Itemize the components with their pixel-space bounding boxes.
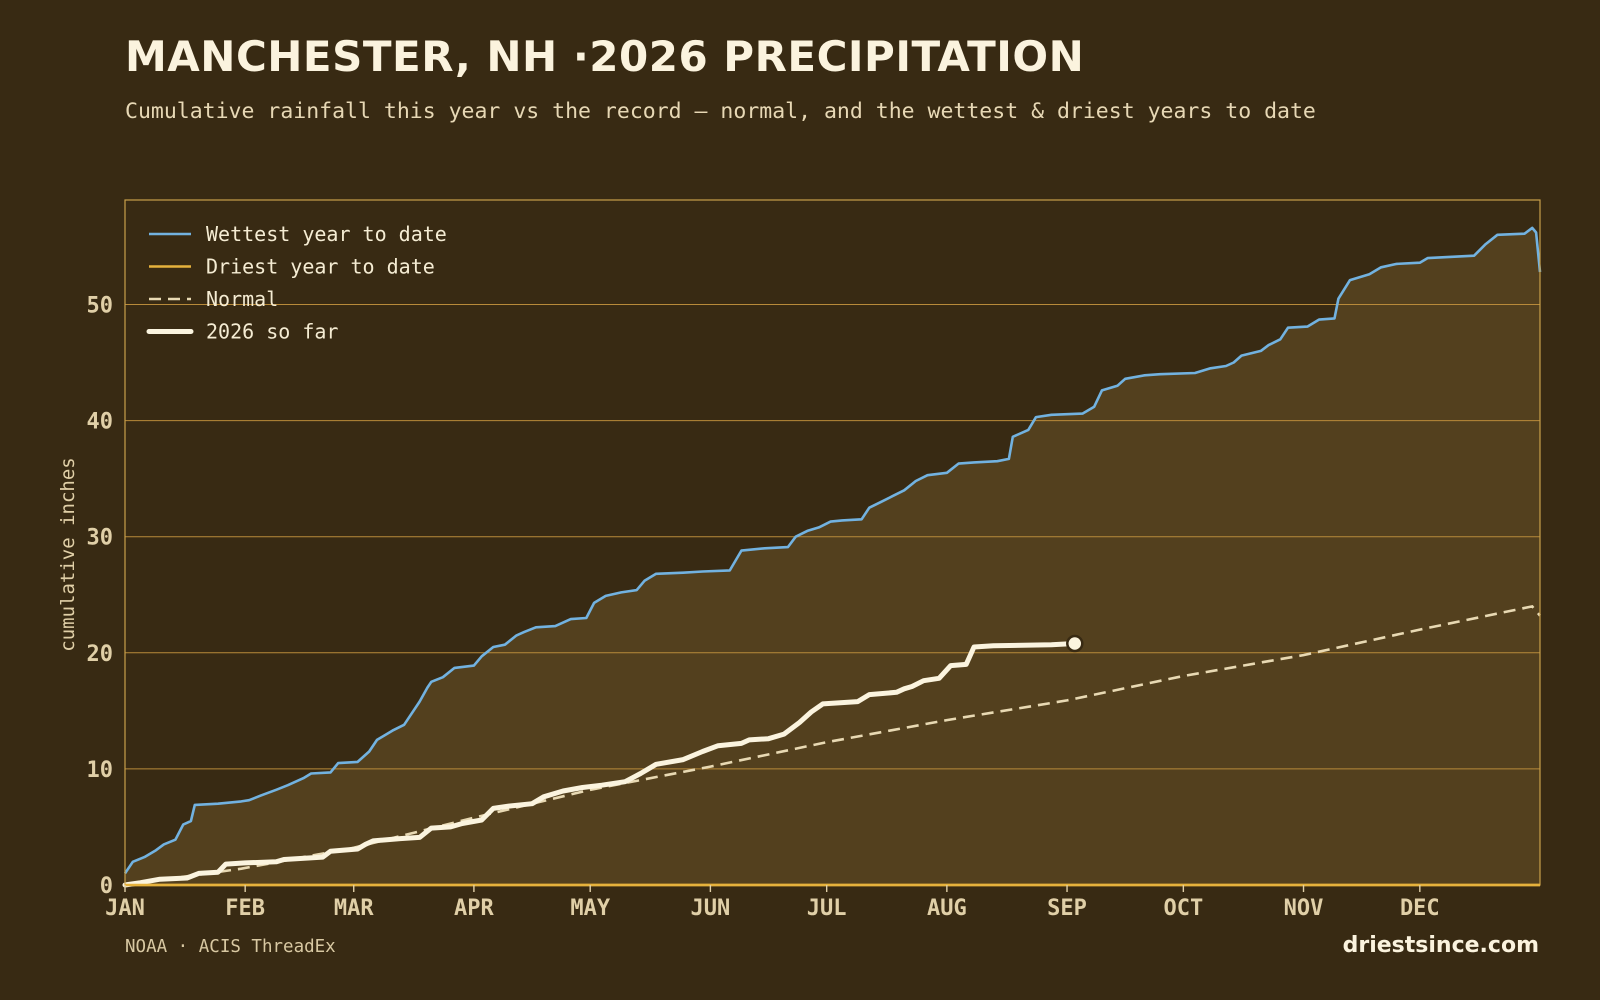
x-tick-label: FEB [225,896,265,921]
chart-subtitle: Cumulative rainfall this year vs the rec… [125,99,1316,124]
shaded-range-band [125,227,1540,885]
legend-label: Normal [206,287,278,311]
source-credit: NOAA · ACIS ThreadEx [125,937,336,957]
y-tick-label: 50 [87,293,114,318]
x-tick-label: DEC [1400,896,1440,921]
y-tick-label: 10 [87,758,114,783]
x-tick-label: JAN [105,896,145,921]
legend-label: Driest year to date [206,255,435,279]
gridlines [125,303,1540,770]
x-tick-label: MAY [570,896,610,921]
x-tick-label: SEP [1047,896,1087,921]
series-line-2026-so-far [122,641,1078,888]
series-line-wettest-year-to-date [123,226,1542,875]
wettest-driest-band [125,227,1540,885]
brand-link[interactable]: driestsince.com [1342,933,1539,958]
current-value-marker [1066,634,1084,653]
y-axis-label: cumulative inches [57,457,79,651]
x-tick-label: JUN [691,896,731,921]
x-axis: JAN FEB MAR APR MAY JUN JUL AUG SEP OCT NOV DEC [105,885,1440,921]
x-tick-label: OCT [1163,896,1203,921]
legend-label: Wettest year to date [206,222,447,246]
y-tick-label: 20 [87,642,114,667]
x-tick-label: APR [454,896,494,921]
y-tick-label: 40 [87,410,114,435]
legend-label: 2026 so far [206,320,338,344]
chart-title: MANCHESTER, NH ·2026 PRECIPITATION [125,32,1085,81]
legend: Wettest year to date Driest year to date N… [146,222,447,344]
x-tick-label: NOV [1284,896,1324,921]
x-tick-label: JUL [807,896,847,921]
x-tick-label: AUG [927,896,967,921]
y-tick-label: 0 [100,874,113,899]
y-tick-label: 30 [87,526,114,551]
x-tick-label: MAR [334,896,374,921]
y-axis: 0 10 20 30 40 50 [87,293,114,899]
